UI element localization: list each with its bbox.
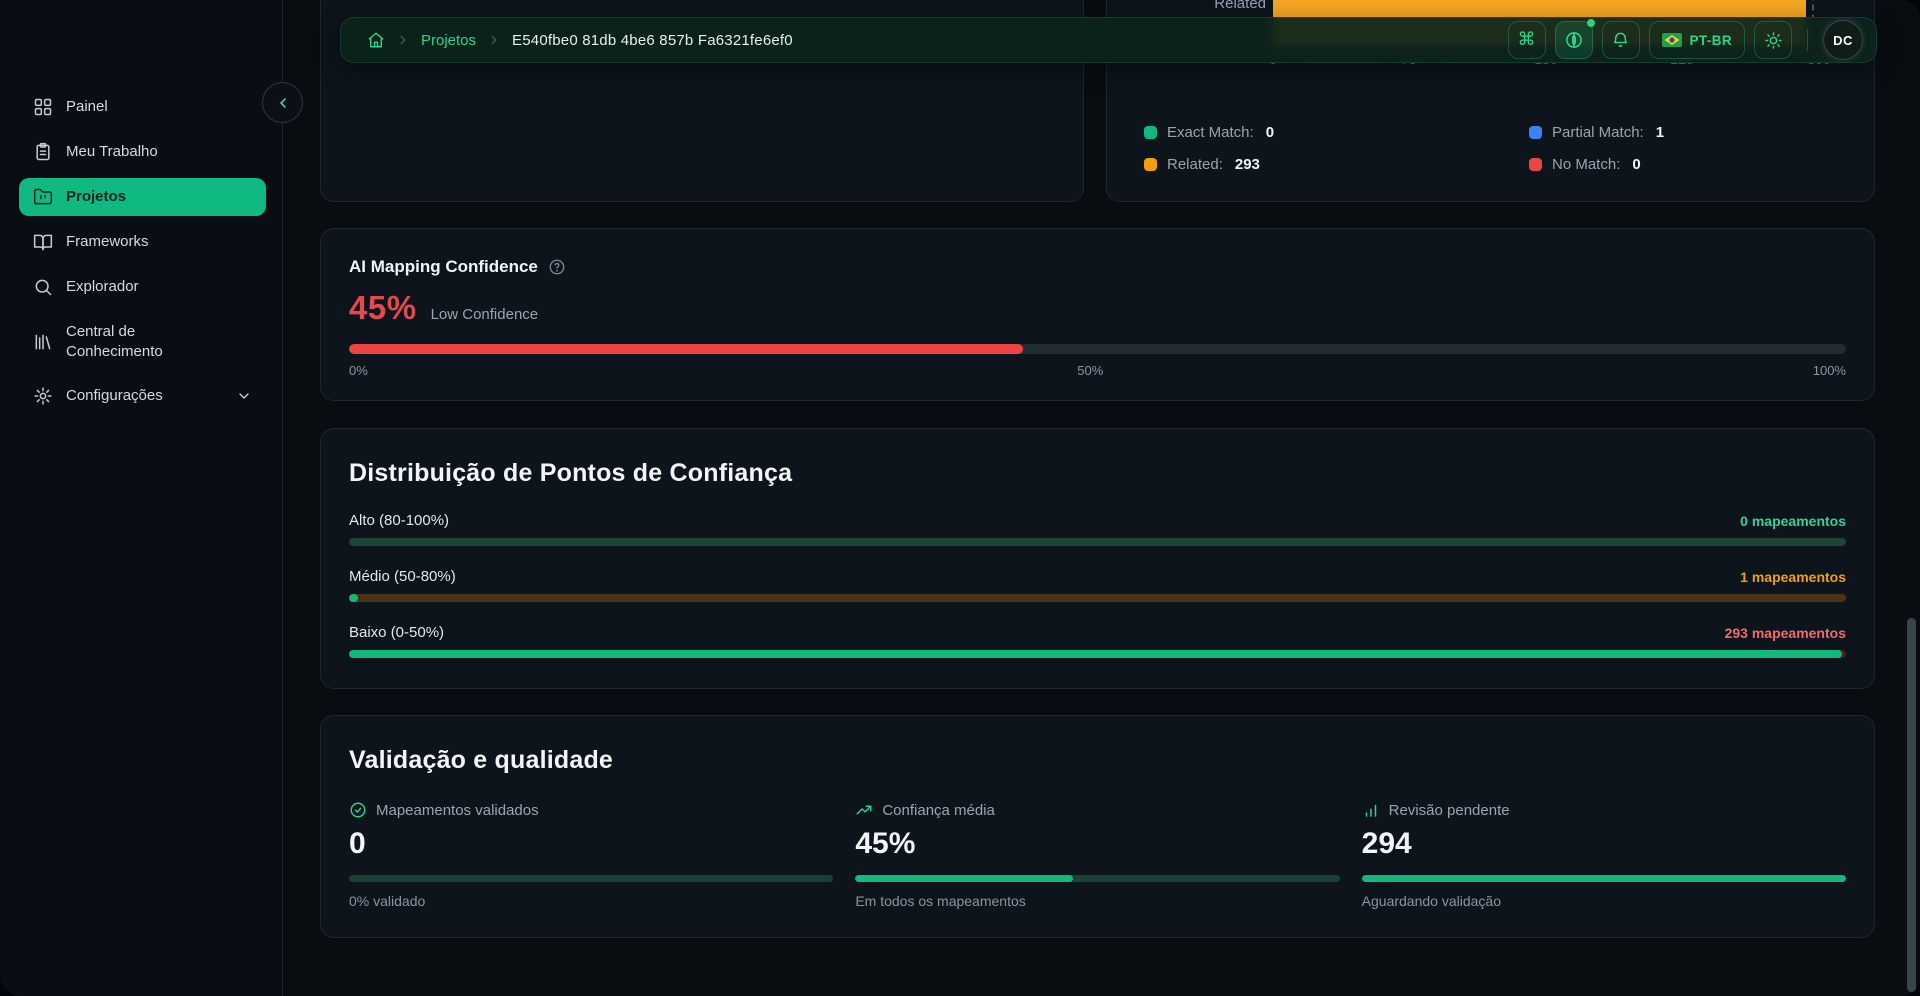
metric-average-confidence: Confiança média 45% Em todos os mapeamen… [855, 801, 1340, 909]
main-content: Related 0 75 150 225 300 Exact Match: 0 [283, 0, 1920, 996]
legend-dot [1144, 125, 1157, 139]
validation-quality-card: Validação e qualidade Mapeamentos valida… [320, 715, 1875, 938]
sidebar-item-meu-trabalho[interactable]: Meu Trabalho [19, 133, 266, 171]
mapping-count: 293 mapeamentos [1724, 624, 1846, 641]
book-open-icon [33, 232, 53, 252]
theme-toggle-button[interactable] [1754, 21, 1792, 59]
breadcrumb-projetos-link[interactable]: Projetos [421, 31, 477, 49]
sidebar-item-label: Frameworks [66, 233, 149, 251]
library-icon [33, 332, 53, 352]
legend-exact-match: Exact Match: 0 [1144, 123, 1274, 141]
sidebar-item-label: Projetos [66, 188, 127, 206]
card-title: Validação e qualidade [349, 746, 614, 774]
scrollbar-thumb[interactable] [1907, 618, 1916, 992]
confidence-label: Low Confidence [430, 306, 539, 323]
language-label: PT-BR [1689, 32, 1732, 48]
card-title: AI Mapping Confidence [349, 257, 538, 276]
distribution-row-alto: Alto (80-100%) 0 mapeamentos [349, 512, 1846, 546]
ai-assistant-button[interactable] [1554, 19, 1595, 59]
sidebar-collapse-button[interactable] [262, 82, 303, 123]
sidebar-item-painel[interactable]: Painel [19, 88, 266, 126]
legend-dot [1144, 157, 1157, 171]
bar-chart-icon [1362, 801, 1380, 819]
legend-related: Related: 293 [1144, 155, 1260, 173]
metric-caption: Aguardando validação [1361, 893, 1501, 909]
chart-category-label: Related [1214, 0, 1266, 12]
confidence-progress-fill [349, 344, 1023, 354]
notifications-button[interactable] [1601, 21, 1640, 59]
help-icon[interactable] [548, 258, 566, 276]
sidebar-item-configuracoes[interactable]: Configurações [19, 377, 266, 415]
confidence-progress-track [349, 344, 1846, 354]
legend-no-match: No Match: 0 [1529, 155, 1641, 173]
confidence-value: 45% [349, 289, 417, 326]
metric-caption: Em todos os mapeamentos [855, 893, 1026, 909]
legend-dot [1529, 157, 1542, 171]
metric-caption: 0% validado [349, 893, 426, 909]
folder-icon [33, 187, 53, 207]
clipboard-icon [33, 142, 53, 162]
sidebar-item-label: Explorador [66, 278, 139, 296]
metric-value: 0 [349, 827, 366, 860]
confidence-distribution-card: Distribuição de Pontos de Confiança Alto… [320, 428, 1875, 689]
confidence-scale: 0% 50% 100% [349, 363, 1846, 378]
metric-validated-mappings: Mapeamentos validados 0 0% validado [349, 801, 834, 909]
metric-pending-review: Revisão pendente 294 Aguardando validaçã… [1361, 801, 1846, 909]
sidebar-item-projetos[interactable]: Projetos [19, 178, 266, 216]
sidebar-item-label: Central de Conhecimento [66, 323, 163, 360]
sidebar-item-label: Meu Trabalho [66, 143, 158, 161]
trending-up-icon [855, 801, 873, 819]
distribution-row-medio: Médio (50-80%) 1 mapeamentos [349, 568, 1846, 602]
ai-mapping-confidence-card: AI Mapping Confidence 45% Low Confidence… [320, 228, 1875, 401]
chevron-down-icon [236, 388, 252, 404]
sidebar-item-explorador[interactable]: Explorador [19, 268, 266, 306]
metric-value: 294 [1361, 827, 1412, 860]
command-icon: ⌘ [1517, 29, 1536, 50]
sidebar-item-central-conhecimento[interactable]: Central de Conhecimento [19, 313, 266, 370]
home-icon[interactable] [367, 31, 385, 49]
sidebar-item-frameworks[interactable]: Frameworks [19, 223, 266, 261]
mapping-count: 1 mapeamentos [1740, 568, 1846, 585]
gear-icon [33, 386, 53, 406]
legend-partial-match: Partial Match: 1 [1529, 123, 1664, 141]
user-avatar[interactable]: DC [1823, 20, 1863, 60]
legend-dot [1529, 125, 1542, 139]
topbar-actions: ⌘ PT-BR [1507, 19, 1863, 60]
notification-dot [1586, 19, 1595, 27]
topbar-divider [1807, 29, 1808, 51]
brain-icon [1564, 30, 1584, 50]
search-icon [33, 277, 53, 297]
sidebar-item-label: Painel [66, 98, 108, 116]
command-palette-button[interactable]: ⌘ [1507, 21, 1546, 59]
mapping-count: 0 mapeamentos [1740, 512, 1846, 529]
sun-icon [1764, 31, 1783, 50]
language-selector[interactable]: PT-BR [1648, 21, 1745, 59]
brazil-flag-icon [1661, 33, 1682, 47]
chevron-right-icon [487, 33, 501, 47]
bell-icon [1611, 31, 1630, 50]
metric-value: 45% [855, 827, 916, 860]
breadcrumb-current-project: E540fbe0 81db 4be6 857b Fa6321fe6ef0 [512, 31, 793, 49]
sidebar-item-label: Configurações [66, 387, 163, 405]
sidebar-nav: Painel Meu Trabalho Projetos Frameworks [19, 88, 266, 415]
breadcrumb-bar: Projetos E540fbe0 81db 4be6 857b Fa6321f… [340, 17, 1877, 63]
sidebar: Painel Meu Trabalho Projetos Frameworks [0, 0, 283, 996]
breadcrumb: Projetos E540fbe0 81db 4be6 857b Fa6321f… [367, 31, 793, 49]
dashboard-grid-icon [33, 97, 53, 117]
distribution-row-baixo: Baixo (0-50%) 293 mapeamentos [349, 624, 1846, 658]
chevron-right-icon [396, 33, 410, 47]
check-circle-icon [349, 801, 367, 819]
card-title: Distribuição de Pontos de Confiança [349, 459, 793, 487]
